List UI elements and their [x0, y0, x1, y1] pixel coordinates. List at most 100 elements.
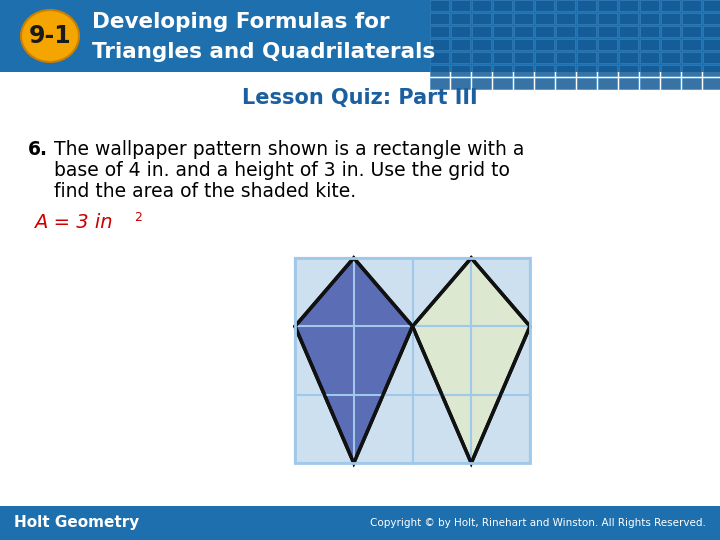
Bar: [598, 65, 617, 76]
Bar: [619, 65, 638, 76]
Bar: [577, 52, 596, 63]
Bar: [640, 26, 659, 37]
Bar: [493, 52, 512, 63]
Bar: [451, 13, 470, 24]
Bar: [295, 258, 530, 463]
Bar: [640, 78, 659, 89]
Bar: [535, 39, 554, 50]
Bar: [619, 52, 638, 63]
Bar: [514, 26, 533, 37]
Bar: [514, 13, 533, 24]
Bar: [472, 78, 491, 89]
Bar: [535, 52, 554, 63]
Bar: [703, 26, 720, 37]
Bar: [703, 0, 720, 11]
Bar: [598, 26, 617, 37]
Bar: [556, 78, 575, 89]
Bar: [598, 52, 617, 63]
Bar: [430, 78, 449, 89]
Bar: [295, 258, 530, 463]
Bar: [0, 0, 720, 72]
Bar: [682, 26, 701, 37]
Bar: [514, 78, 533, 89]
Bar: [661, 39, 680, 50]
Bar: [493, 26, 512, 37]
Bar: [535, 13, 554, 24]
Bar: [556, 13, 575, 24]
Bar: [514, 39, 533, 50]
Bar: [640, 39, 659, 50]
Bar: [703, 39, 720, 50]
Bar: [472, 26, 491, 37]
Bar: [451, 52, 470, 63]
Bar: [472, 13, 491, 24]
Bar: [661, 0, 680, 11]
Bar: [493, 39, 512, 50]
Bar: [514, 0, 533, 11]
Bar: [682, 78, 701, 89]
Bar: [619, 78, 638, 89]
Bar: [451, 26, 470, 37]
Bar: [640, 13, 659, 24]
Bar: [0, 506, 720, 540]
Bar: [682, 13, 701, 24]
Bar: [556, 52, 575, 63]
Text: The wallpaper pattern shown is a rectangle with a: The wallpaper pattern shown is a rectang…: [54, 140, 524, 159]
Bar: [661, 13, 680, 24]
Bar: [661, 65, 680, 76]
Text: 9-1: 9-1: [29, 24, 71, 48]
Bar: [430, 0, 449, 11]
Bar: [661, 78, 680, 89]
Bar: [535, 26, 554, 37]
Bar: [682, 52, 701, 63]
Bar: [556, 65, 575, 76]
Bar: [556, 39, 575, 50]
Polygon shape: [413, 258, 530, 463]
Bar: [640, 65, 659, 76]
Bar: [619, 13, 638, 24]
Bar: [535, 78, 554, 89]
Bar: [598, 78, 617, 89]
Bar: [556, 0, 575, 11]
Bar: [430, 52, 449, 63]
Bar: [535, 0, 554, 11]
Text: Triangles and Quadrilaterals: Triangles and Quadrilaterals: [92, 42, 436, 62]
Bar: [577, 0, 596, 11]
Bar: [472, 52, 491, 63]
Text: find the area of the shaded kite.: find the area of the shaded kite.: [54, 182, 356, 201]
Bar: [514, 52, 533, 63]
Bar: [682, 65, 701, 76]
Bar: [514, 65, 533, 76]
Bar: [598, 0, 617, 11]
Bar: [493, 65, 512, 76]
Bar: [535, 65, 554, 76]
Bar: [682, 39, 701, 50]
Bar: [619, 26, 638, 37]
Ellipse shape: [21, 10, 79, 62]
Bar: [451, 0, 470, 11]
Bar: [493, 78, 512, 89]
Text: 2: 2: [134, 211, 142, 224]
Text: Developing Formulas for: Developing Formulas for: [92, 12, 390, 32]
Text: 6.: 6.: [28, 140, 48, 159]
Bar: [493, 0, 512, 11]
Text: Copyright © by Holt, Rinehart and Winston. All Rights Reserved.: Copyright © by Holt, Rinehart and Winsto…: [370, 518, 706, 528]
Bar: [430, 39, 449, 50]
Bar: [556, 26, 575, 37]
Bar: [577, 39, 596, 50]
Bar: [472, 39, 491, 50]
Bar: [472, 65, 491, 76]
Bar: [577, 78, 596, 89]
Bar: [451, 78, 470, 89]
Bar: [640, 0, 659, 11]
Bar: [682, 0, 701, 11]
Polygon shape: [295, 258, 413, 463]
Bar: [430, 13, 449, 24]
Bar: [493, 13, 512, 24]
Bar: [430, 26, 449, 37]
Text: base of 4 in. and a height of 3 in. Use the grid to: base of 4 in. and a height of 3 in. Use …: [54, 161, 510, 180]
Text: A = 3 in: A = 3 in: [34, 213, 112, 232]
Bar: [451, 39, 470, 50]
Bar: [640, 52, 659, 63]
Bar: [430, 65, 449, 76]
